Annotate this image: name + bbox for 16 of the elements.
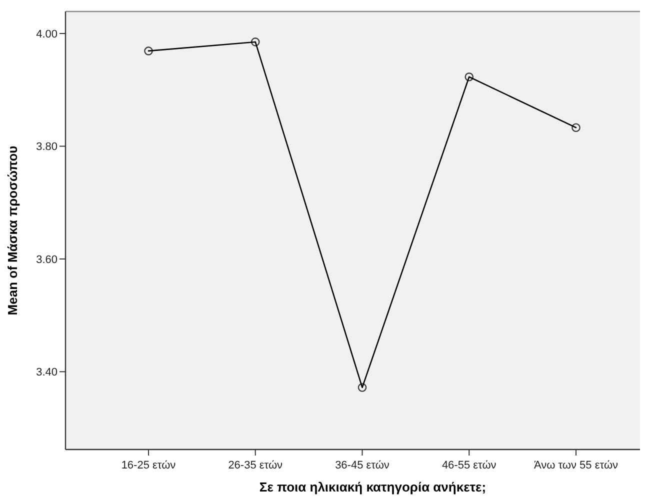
point: [572, 123, 580, 132]
y-tick-label: 4.00: [36, 28, 58, 40]
point: [358, 383, 367, 392]
x-tick-label: 16-25 ετών: [121, 460, 176, 472]
x-tick-label: 26-35 ετών: [228, 460, 284, 472]
y-tick-label: 3.40: [36, 366, 58, 379]
x-tick-label: 46-55 ετών: [442, 460, 497, 472]
y-tick-label: 3.80: [36, 141, 58, 154]
y-axis-title: Mean of Μάσκα προσώπου: [5, 145, 20, 316]
x-tick-label: Άνω των 55 ετών: [534, 460, 619, 472]
point: [250, 38, 260, 46]
point: [144, 46, 153, 56]
point: [464, 72, 474, 82]
x-tick-label: 36-45 ετών: [335, 460, 390, 472]
x-axis-title: Σε ποια ηλικιακή κατηγορία ανήκετε;: [259, 480, 486, 494]
y-tick-label: 3.60: [36, 254, 58, 266]
